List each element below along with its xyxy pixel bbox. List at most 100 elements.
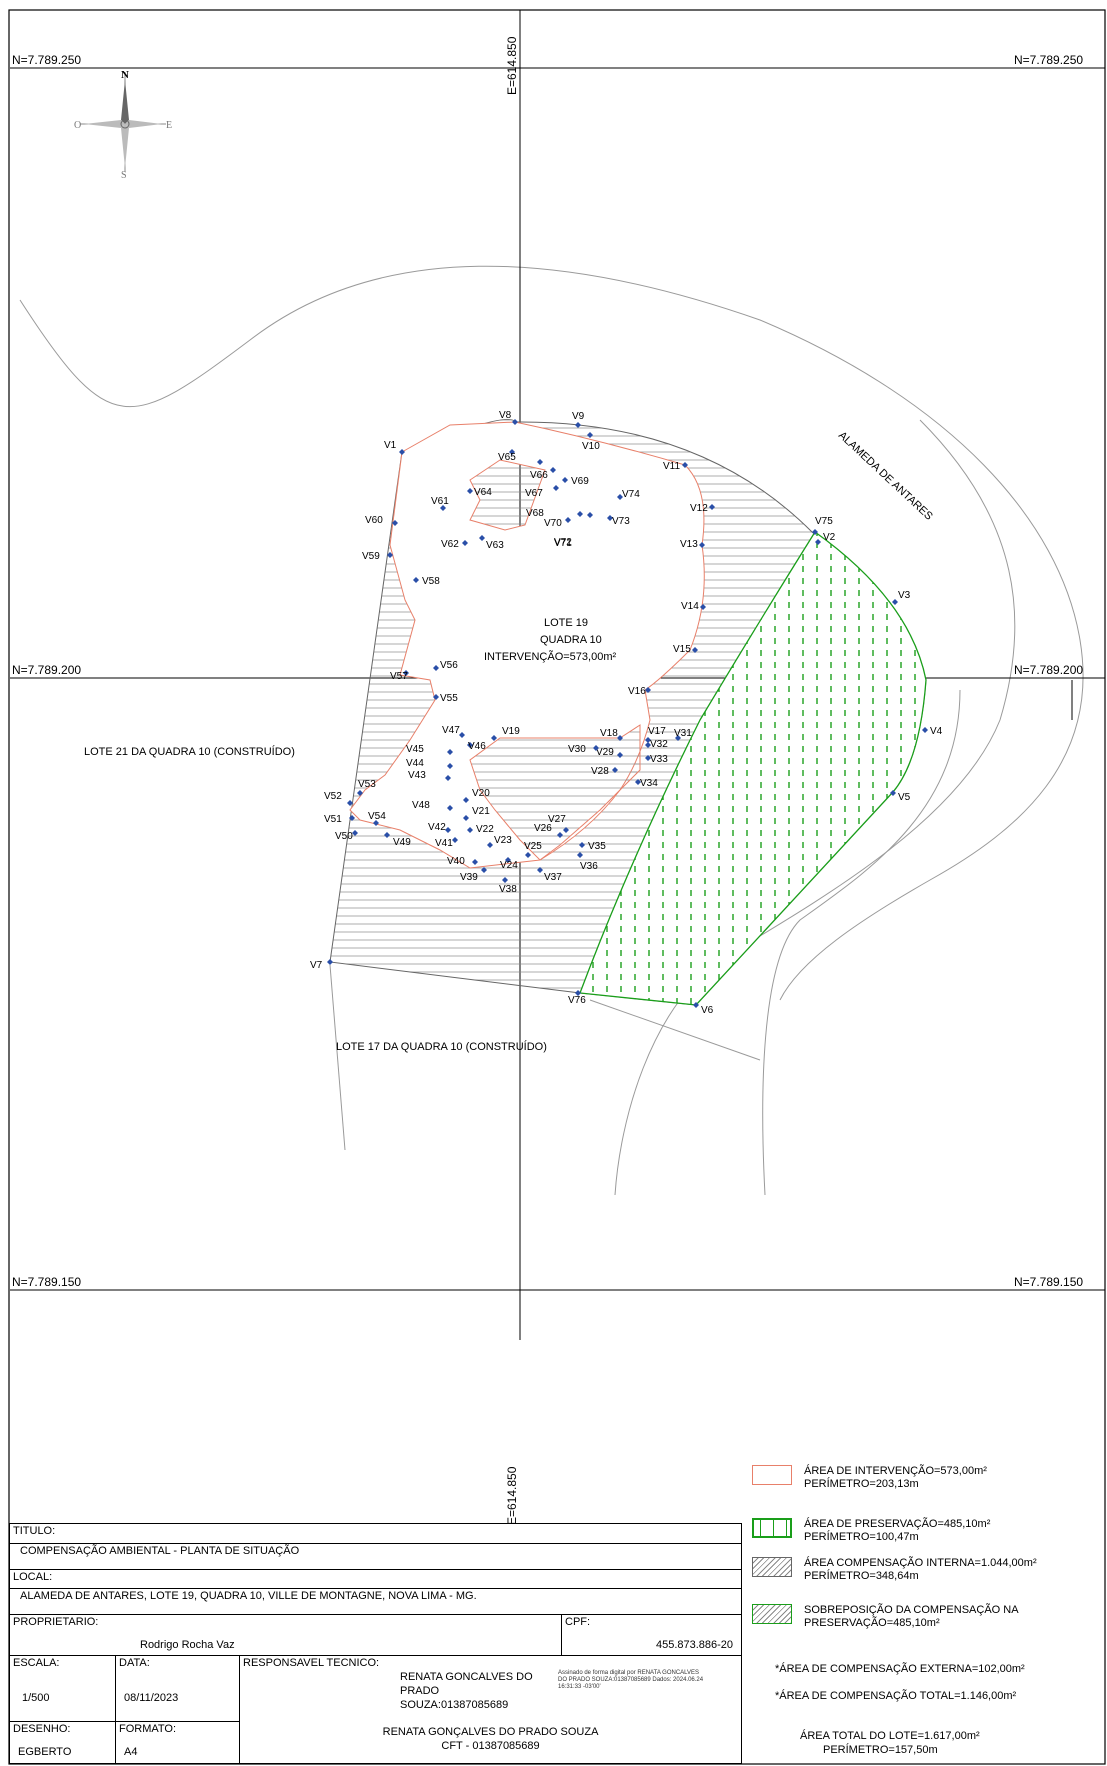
- vertex-layer: V1 V2 V3 V4 V5 V6 V7 V8 V9 V10 V11 V12 V13 V14 V15 V16 V…: [310, 410, 943, 1016]
- road-curve-inner: [614, 419, 1016, 1196]
- vertex-label: V36: [580, 861, 598, 872]
- vertex-marker: V66: [530, 459, 548, 481]
- vertex-point: [537, 867, 543, 873]
- vertex-marker: V4: [922, 726, 943, 737]
- vertex-label: V42: [428, 822, 446, 833]
- svg-text:N: N: [121, 69, 129, 81]
- vertex-label: V51: [324, 814, 342, 825]
- vertex-point: [467, 827, 473, 833]
- vertex-label: V2: [823, 532, 836, 543]
- escala-label: ESCALA:: [13, 1657, 60, 1670]
- vertex-marker: V30: [568, 744, 599, 755]
- note-external-compensation: *ÁREA DE COMPENSAÇÃO EXTERNA=102,00m²: [775, 1663, 1025, 1675]
- lot-line-bottom: [589, 999, 761, 1061]
- vertex-marker: V28: [591, 766, 618, 777]
- vertex-label: V28: [591, 766, 609, 777]
- vertex-marker: V13: [680, 539, 705, 550]
- vertex-marker: V3: [892, 590, 911, 605]
- vertex-point: [459, 732, 465, 738]
- escala-cell: ESCALA: 1/500: [9, 1655, 116, 1722]
- vertex-label: V75: [815, 516, 833, 527]
- vertex-label: V18: [600, 728, 618, 739]
- vertex-marker: V32: [645, 739, 668, 750]
- vertex-label: V29: [596, 747, 614, 758]
- legend-compensation-line1: ÁREA COMPENSAÇÃO INTERNA=1.044,00m²: [804, 1557, 1037, 1569]
- vertex-label: V26: [534, 823, 552, 834]
- vertex-marker: V43: [408, 770, 451, 781]
- vertex-point: [815, 539, 821, 545]
- vertex-label: V70: [544, 518, 562, 529]
- vertex-marker: V23: [487, 835, 512, 848]
- vertex-label: V37: [544, 872, 562, 883]
- cpf-label: CPF:: [565, 1616, 591, 1629]
- vertex-label: V14: [681, 601, 699, 612]
- vertex-point: [699, 542, 705, 548]
- vertex-marker: V35: [579, 841, 606, 852]
- preservation-area-dashes: [580, 532, 926, 1005]
- vertex-marker: V51: [324, 814, 355, 825]
- titulo-label: TITULO:: [8, 1523, 743, 1544]
- lot-line-left: [329, 964, 346, 1151]
- grid-label-n-top-left: N=7.789.250: [12, 53, 81, 67]
- vertex-marker: V9: [572, 411, 585, 428]
- vertex-label: V46: [468, 741, 486, 752]
- vertex-label: V11: [663, 461, 680, 472]
- vertex-marker: V59: [362, 551, 393, 562]
- vertex-marker: V8: [499, 410, 518, 425]
- vertex-point: [693, 1002, 699, 1008]
- vertex-label: V68: [526, 508, 544, 519]
- lot19-label-1: LOTE 19: [544, 617, 588, 629]
- vertex-marker: V53: [357, 779, 376, 796]
- vertex-point: [563, 827, 569, 833]
- vertex-point: [575, 422, 581, 428]
- vertex-marker: V64: [467, 487, 492, 498]
- vertex-point: [445, 775, 451, 781]
- legend-compensation-line2: PERÍMETRO=348,64m: [804, 1570, 919, 1582]
- vertex-point: [709, 504, 715, 510]
- note-total-compensation: *ÁREA DE COMPENSAÇÃO TOTAL=1.146,00m²: [775, 1690, 1017, 1702]
- vertex-label: V64: [474, 487, 492, 498]
- vertex-point: [617, 752, 623, 758]
- vertex-marker: V18: [600, 728, 623, 741]
- legend-overlap-line1: SOBREPOSIÇÃO DA COMPENSAÇÃO NA: [804, 1604, 1019, 1616]
- local-value: ALAMEDA DE ANTARES, LOTE 19, QUADRA 10, …: [8, 1588, 743, 1616]
- vertex-point: [403, 670, 409, 676]
- vertex-marker: V52: [324, 791, 353, 806]
- vertex-label: V60: [365, 515, 383, 526]
- vertex-point: [467, 742, 473, 748]
- vertex-label: V57: [390, 671, 408, 682]
- vertex-marker: V49: [384, 832, 411, 848]
- vertex-label: V56: [440, 660, 458, 671]
- vertex-marker: V11: [663, 461, 688, 472]
- vertex-point: [463, 797, 469, 803]
- vertex-point: [352, 830, 358, 836]
- vertex-label: V71: [554, 538, 572, 549]
- vertex-point: [413, 577, 419, 583]
- vertex-label: V49: [393, 837, 411, 848]
- vertex-point: [445, 827, 451, 833]
- vertex-point: [392, 520, 398, 526]
- responsavel-cell: RESPONSAVEL TECNICO: RENATA GONCALVES DO…: [238, 1655, 743, 1764]
- vertex-point: [487, 842, 493, 848]
- street-name-label: ALAMEDA DE ANTARES: [836, 429, 935, 522]
- vertex-label: V22: [476, 824, 494, 835]
- vertex-point: [645, 755, 651, 761]
- vertex-point: [593, 745, 599, 751]
- vertex-label: V69: [571, 476, 589, 487]
- vertex-marker: V63: [479, 535, 504, 551]
- vertex-point: [349, 815, 355, 821]
- vertex-label: V32: [650, 739, 668, 750]
- vertex-point: [612, 767, 618, 773]
- vertex-marker: V38: [499, 877, 517, 895]
- vertex-point: [587, 512, 593, 518]
- legend-compensation: ÁREA COMPENSAÇÃO INTERNA=1.044,00m² PERÍ…: [752, 1557, 1037, 1583]
- vertex-point: [922, 727, 928, 733]
- titulo-value: COMPENSAÇÃO AMBIENTAL - PLANTA DE SITUAÇ…: [8, 1542, 743, 1570]
- responsavel-name: RENATA GONCALVES DO PRADO SOUZA:01387085…: [400, 1671, 533, 1712]
- vertex-marker: V29: [596, 747, 623, 758]
- vertex-marker: V50: [335, 830, 358, 842]
- vertex-marker: V72: [554, 512, 593, 548]
- road-curve-inner2: [762, 689, 961, 1196]
- vertex-label: V5: [898, 792, 911, 803]
